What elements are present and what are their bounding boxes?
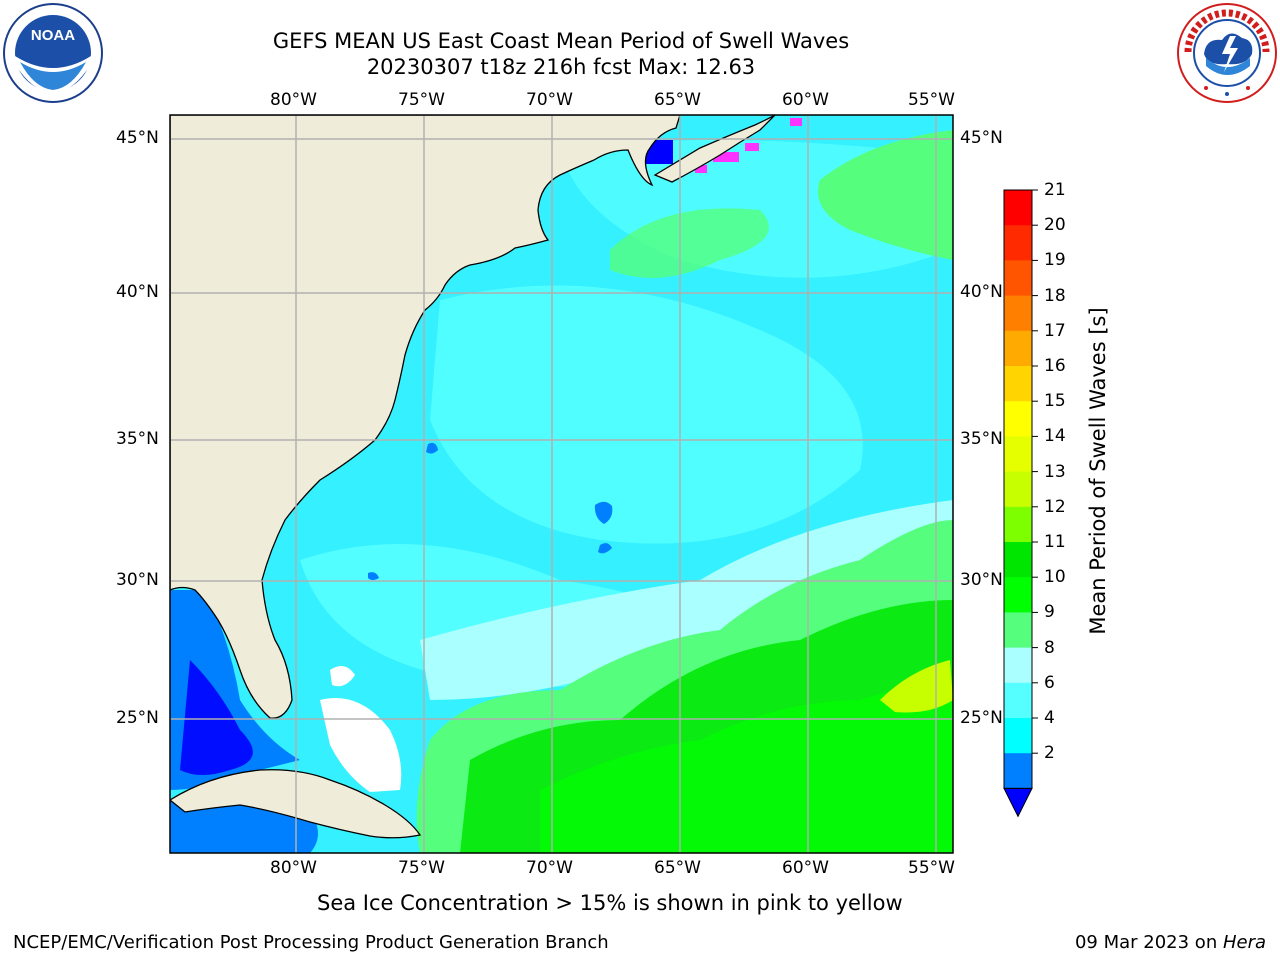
lon-label-bottom: 65°W xyxy=(654,858,701,878)
colorbar-tick-label: 4 xyxy=(1044,708,1055,728)
footer-date-text: 09 Mar 2023 on xyxy=(1074,932,1223,953)
lon-label-top: 80°W xyxy=(270,90,317,110)
lat-label-left: 30°N xyxy=(116,570,159,590)
map-frame xyxy=(169,114,954,854)
chart-title: GEFS MEAN US East Coast Mean Period of S… xyxy=(272,29,850,53)
land-nova-scotia xyxy=(653,115,776,183)
lon-label-top: 65°W xyxy=(654,90,701,110)
colorbar-tick-label: 19 xyxy=(1044,250,1066,271)
footer-date: 09 Mar 2023 on Hera xyxy=(1075,932,1266,953)
chart-subtitle: 20230307 t18z 216h fcst Max: 12.63 xyxy=(366,55,756,79)
lat-label-right: 25°N xyxy=(960,708,1003,728)
colorbar-tick-label: 9 xyxy=(1044,602,1055,623)
sea-ice-note: Sea Ice Concentration > 15% is shown in … xyxy=(317,891,903,915)
colorbar-tick-label: 20 xyxy=(1044,215,1066,236)
colorbar-tick-label: 11 xyxy=(1044,532,1066,552)
lon-label-bottom: 75°W xyxy=(398,858,445,878)
colorbar-tick-label: 15 xyxy=(1044,391,1066,412)
lon-label-bottom: 70°W xyxy=(526,858,573,878)
land-cuba xyxy=(170,769,422,839)
lat-label-left: 45°N xyxy=(116,128,159,148)
colorbar-tick-label: 17 xyxy=(1044,320,1066,341)
nws-logo xyxy=(1176,2,1278,104)
lat-label-right: 40°N xyxy=(960,282,1003,302)
colorbar-tick-label: 18 xyxy=(1044,285,1066,306)
colorbar-tick-label: 10 xyxy=(1044,567,1066,588)
footer-machine: Hera xyxy=(1222,932,1266,953)
lat-label-right: 35°N xyxy=(960,429,1003,449)
colorbar-tick-label: 16 xyxy=(1044,356,1066,376)
lat-label-right: 45°N xyxy=(960,128,1003,148)
swell-field xyxy=(170,118,953,853)
lat-label-left: 35°N xyxy=(116,429,159,449)
lat-label-left: 40°N xyxy=(116,282,159,302)
colorbar-tick-label: 8 xyxy=(1044,637,1055,658)
colorbar-tick-label: 6 xyxy=(1044,672,1055,693)
colorbar-tick-label: 13 xyxy=(1044,461,1066,482)
noaa-logo: NOAA xyxy=(2,2,104,104)
lon-label-top: 55°W xyxy=(908,90,955,110)
lat-label-left: 25°N xyxy=(116,708,159,728)
lon-label-bottom: 55°W xyxy=(908,858,955,878)
lat-label-right: 30°N xyxy=(960,570,1003,590)
lon-label-top: 60°W xyxy=(782,90,829,110)
lon-label-top: 70°W xyxy=(526,90,573,110)
lon-label-top: 75°W xyxy=(398,90,445,110)
colorbar-label: Mean Period of Swell Waves [s] xyxy=(1086,307,1110,635)
colorbar-tick-label: 2 xyxy=(1044,743,1055,764)
footer-credit: NCEP/EMC/Verification Post Processing Pr… xyxy=(13,932,609,953)
colorbar-tick-label: 12 xyxy=(1044,496,1066,517)
lon-label-bottom: 60°W xyxy=(782,858,829,878)
land-north-america xyxy=(170,115,681,719)
noaa-logo-text: NOAA xyxy=(31,27,75,44)
colorbar-tick-label: 21 xyxy=(1044,180,1066,200)
colorbar-tick-label: 14 xyxy=(1044,426,1066,447)
graticule xyxy=(170,115,953,853)
lon-label-bottom: 80°W xyxy=(270,858,317,878)
